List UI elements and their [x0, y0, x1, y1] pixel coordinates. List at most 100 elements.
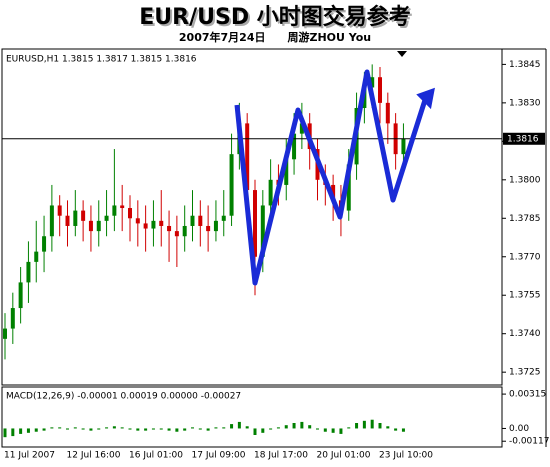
- candle-body: [331, 184, 336, 201]
- bar: [50, 427, 54, 429]
- candle-body: [213, 220, 218, 232]
- bar: [112, 426, 116, 429]
- candle-body: [292, 133, 297, 160]
- candle-body: [10, 308, 15, 329]
- candle-body: [299, 123, 304, 134]
- y-tick-label: 1.3845: [509, 60, 541, 70]
- bar: [300, 421, 304, 429]
- bar: [378, 423, 382, 429]
- x-tick-label: 18 Jul 17:00: [254, 451, 308, 461]
- bar: [198, 428, 202, 430]
- y-tick-label: 1.3770: [509, 252, 541, 262]
- x-tick-label: 16 Jul 01:00: [129, 451, 183, 461]
- bar: [323, 428, 327, 432]
- y-tick-label: 1.3785: [509, 214, 541, 224]
- bar: [222, 427, 226, 429]
- bar: [97, 428, 101, 430]
- candle-body: [182, 225, 187, 237]
- annotation-zigzag: [234, 69, 428, 286]
- bar: [167, 428, 171, 431]
- candle-body: [49, 205, 54, 237]
- bar: [284, 425, 288, 429]
- bar: [394, 428, 398, 431]
- bar: [339, 428, 343, 434]
- bar: [308, 425, 312, 429]
- candle-body: [401, 138, 406, 155]
- x-tick-label: 12 Jul 16:00: [67, 451, 121, 461]
- candle-body: [159, 220, 164, 226]
- candle-body: [268, 179, 273, 206]
- candle-body: [378, 77, 382, 103]
- bar: [237, 421, 241, 429]
- bar: [362, 420, 366, 429]
- candle-body: [104, 215, 109, 221]
- bar: [81, 428, 85, 430]
- candle-body: [284, 159, 289, 185]
- bar: [120, 427, 124, 429]
- y-tick-label: 0.00315: [509, 390, 546, 400]
- candle-body: [34, 251, 39, 262]
- bar: [370, 419, 374, 429]
- candle-body: [245, 123, 250, 191]
- bar: [347, 427, 351, 429]
- bar: [66, 428, 69, 430]
- bar: [151, 428, 155, 430]
- bar: [144, 428, 148, 431]
- bar: [42, 428, 46, 431]
- candle-body: [229, 154, 234, 216]
- bar: [73, 427, 77, 429]
- candle-body: [128, 208, 132, 219]
- candle-body: [151, 220, 156, 229]
- bar: [183, 428, 187, 431]
- bar: [105, 427, 109, 429]
- candle-body: [346, 164, 351, 211]
- candle-body: [221, 215, 226, 221]
- bar: [136, 428, 140, 431]
- candle-body: [42, 236, 47, 252]
- price-panel: [1, 48, 503, 386]
- candle-body: [112, 205, 117, 216]
- bar: [331, 428, 335, 433]
- candle-body: [18, 282, 23, 309]
- candle-body: [73, 210, 78, 226]
- plot: 1.38451.38301.38151.38001.37851.37701.37…: [2, 55, 549, 461]
- candle-body: [167, 225, 172, 232]
- candle-body: [65, 215, 70, 226]
- x-tick-label: 17 Jul 09:00: [192, 451, 246, 461]
- chart-label: MACD(12,26,9) -0.00001 0.00019 0.00000 -…: [6, 392, 241, 402]
- y-tick-label: 1.3755: [509, 291, 541, 301]
- candle-body: [198, 215, 203, 226]
- candle-body: [120, 205, 125, 209]
- bar: [316, 428, 319, 430]
- bar: [206, 428, 210, 431]
- bar: [230, 424, 234, 429]
- current-price-label: 1.3816: [507, 134, 539, 144]
- y-tick-label: 1.3830: [509, 98, 541, 108]
- x-tick-label: 11 Jul 2007: [4, 451, 55, 461]
- bar: [292, 423, 296, 429]
- bar: [214, 427, 218, 429]
- bar: [58, 427, 62, 429]
- bar: [19, 428, 23, 434]
- y-tick-label: 0.00: [509, 424, 529, 434]
- title: EUR/USD 小时图交易参考: [139, 4, 411, 30]
- bar: [159, 428, 163, 430]
- y-tick-label: -0.00117: [509, 437, 549, 447]
- bar: [175, 428, 179, 432]
- bar: [401, 428, 405, 432]
- subtitle: 2007年7月24日 周游ZHOU You: [179, 30, 371, 44]
- bar: [128, 428, 132, 430]
- bar: [355, 423, 359, 429]
- candle-body: [190, 215, 195, 226]
- candle-body: [174, 231, 179, 237]
- candle-body: [26, 261, 31, 283]
- candle-body: [135, 218, 140, 224]
- title-shadow: EUR/USD 小时图交易参考: [141, 6, 413, 32]
- candle-body: [206, 225, 211, 232]
- candle-body: [143, 223, 148, 229]
- candle-body: [253, 190, 257, 257]
- candle-body: [3, 328, 7, 339]
- annotation-arrowhead: [416, 87, 435, 110]
